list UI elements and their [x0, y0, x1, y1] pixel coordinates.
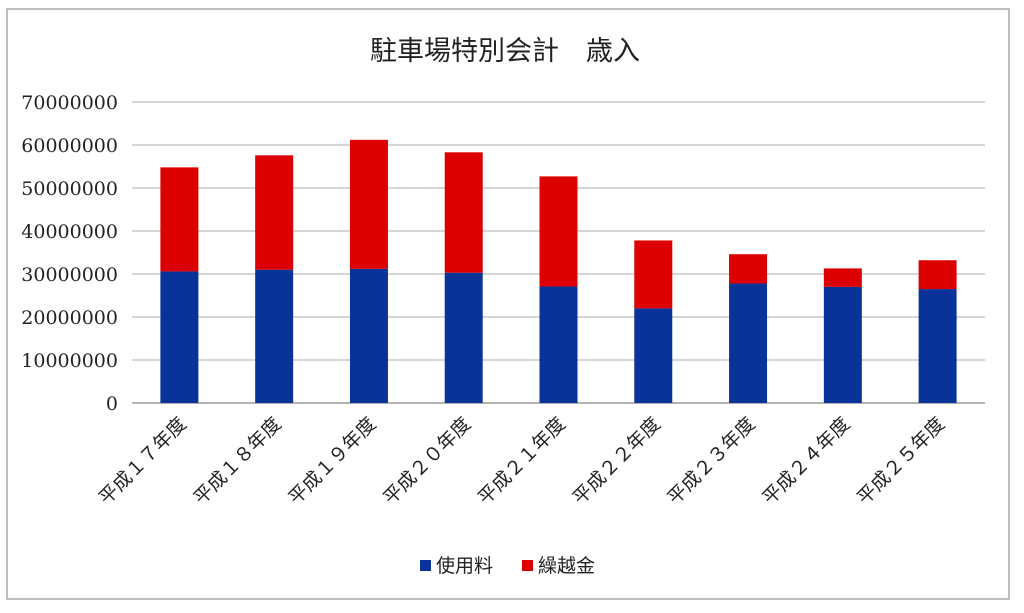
x-category-label: 平成２０年度 [379, 413, 475, 509]
bar-usage-fee [823, 286, 862, 403]
chart-title: 駐車場特別会計 歳入 [370, 36, 640, 67]
y-tick-label: 20000000 [21, 307, 118, 329]
x-category-label: 平成２２年度 [569, 413, 665, 509]
bar-usage-fee [160, 271, 199, 403]
legend-swatch [522, 560, 533, 571]
bar-carryover [349, 139, 388, 269]
x-category-label: 平成１９年度 [284, 413, 380, 509]
bar-usage-fee [349, 268, 388, 403]
legend-label: 繰越金 [538, 555, 595, 577]
bar-usage-fee [444, 272, 483, 403]
bar-carryover [823, 268, 862, 287]
y-tick-label: 30000000 [21, 264, 118, 286]
legend-label: 使用料 [436, 555, 493, 577]
x-category-label: 平成２１年度 [474, 413, 570, 509]
legend-swatch [420, 560, 431, 571]
bar-carryover [634, 240, 673, 309]
x-category-label: 平成１７年度 [95, 413, 191, 509]
y-tick-label: 0 [106, 393, 118, 415]
bar-usage-fee [539, 286, 578, 403]
x-axis-category-labels: 平成１７年度平成１８年度平成１９年度平成２０年度平成２１年度平成２２年度平成２３… [95, 413, 949, 509]
y-tick-label: 70000000 [21, 92, 118, 114]
bar-usage-fee [918, 289, 957, 403]
bar-usage-fee [255, 269, 294, 403]
y-tick-label: 60000000 [21, 135, 118, 157]
x-category-label: 平成１８年度 [190, 413, 286, 509]
bar-carryover [160, 167, 199, 272]
legend: 使用料 繰越金 [420, 555, 595, 577]
bar-carryover [539, 176, 578, 287]
bar-carryover [444, 152, 483, 273]
x-category-label: 平成２４年度 [758, 413, 854, 509]
bar-usage-fee [729, 283, 768, 403]
y-tick-label: 50000000 [21, 178, 118, 200]
bar-usage-fee [634, 308, 673, 403]
y-tick-label: 40000000 [21, 221, 118, 243]
bar-carryover [729, 254, 768, 284]
y-axis-tick-labels: 0 10000000 20000000 30000000 40000000 5000000… [21, 92, 118, 415]
bar-carryover [918, 260, 957, 290]
y-tick-label: 10000000 [21, 350, 118, 372]
x-category-label: 平成２５年度 [853, 413, 949, 509]
x-category-label: 平成２３年度 [663, 413, 759, 509]
bars [160, 139, 957, 403]
bar-carryover [255, 155, 294, 270]
